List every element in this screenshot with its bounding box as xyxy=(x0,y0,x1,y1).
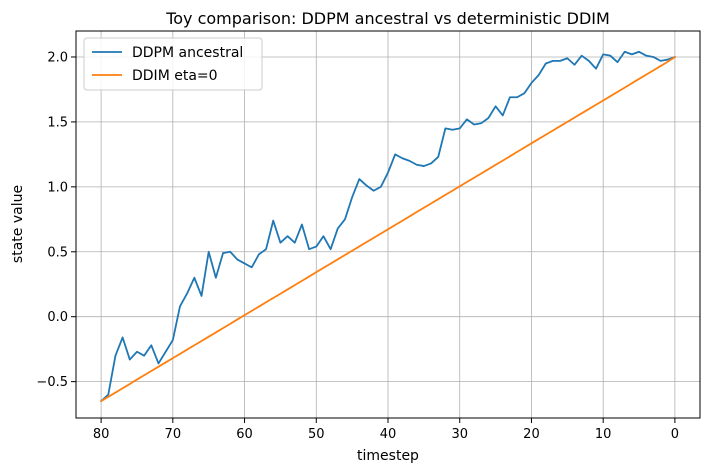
legend: DDPM ancestral DDIM eta=0 xyxy=(83,37,263,91)
series-layer xyxy=(100,50,676,403)
legend-label-ddpm: DDPM ancestral xyxy=(132,45,243,61)
y-tick-label: −0.5 xyxy=(36,375,68,390)
x-tick-label: 80 xyxy=(93,427,110,442)
x-axis-label: timestep xyxy=(357,448,419,464)
x-tick-label: 60 xyxy=(236,427,253,442)
y-tick-label: 1.0 xyxy=(47,180,68,195)
grid xyxy=(76,31,700,418)
series-line-ddpm-ancestral xyxy=(100,50,676,403)
y-tick-label: 2.0 xyxy=(47,50,68,65)
x-axis: 80 70 60 50 40 30 20 10 0 xyxy=(93,418,679,442)
x-tick-label: 10 xyxy=(595,427,612,442)
x-tick-label: 30 xyxy=(451,427,468,442)
legend-box xyxy=(83,37,263,91)
y-axis: −0.5 0.0 0.5 1.0 1.5 2.0 xyxy=(36,50,76,390)
x-tick-label: 70 xyxy=(165,427,182,442)
y-tick-label: 0.5 xyxy=(47,245,68,260)
x-tick-label: 0 xyxy=(671,427,679,442)
y-tick-label: 0.0 xyxy=(47,310,68,325)
legend-label-ddim: DDIM eta=0 xyxy=(132,68,218,84)
chart-title: Toy comparison: DDPM ancestral vs determ… xyxy=(165,9,610,28)
series-line-ddim-eta-0 xyxy=(100,56,676,403)
x-tick-label: 20 xyxy=(523,427,540,442)
y-tick-label: 1.5 xyxy=(47,115,68,130)
x-tick-label: 40 xyxy=(380,427,397,442)
y-axis-label: state value xyxy=(10,185,26,263)
x-tick-label: 50 xyxy=(308,427,325,442)
